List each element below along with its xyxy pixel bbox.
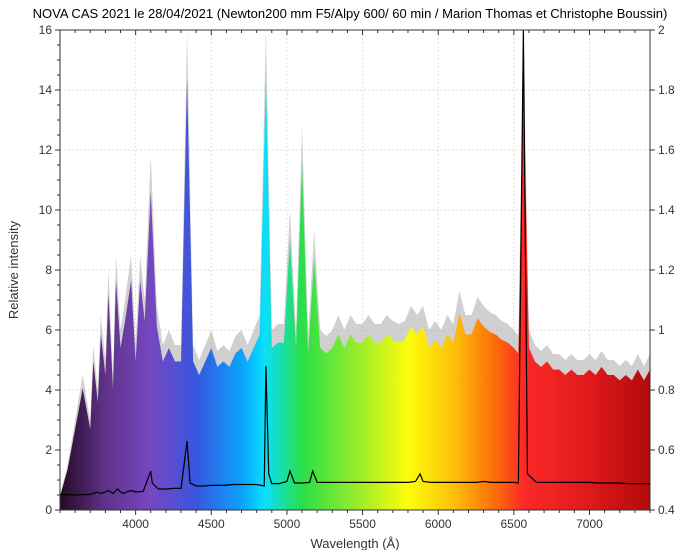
y-right-tick-label: 0.6 [658,443,675,457]
y-right-tick-label: 1 [658,323,665,337]
y-right-tick-label: 0.4 [658,503,675,517]
y-left-tick-label: 12 [39,143,53,157]
y-left-tick-label: 4 [45,383,52,397]
y-left-tick-label: 14 [39,83,53,97]
y-left-tick-label: 2 [45,443,52,457]
x-tick-label: 6500 [500,517,527,531]
x-tick-label: 4500 [198,517,225,531]
y-right-tick-label: 1.4 [658,203,675,217]
x-tick-label: 5500 [349,517,376,531]
y-right-tick-label: 0.8 [658,383,675,397]
y-left-tick-label: 16 [39,23,53,37]
x-tick-label: 7000 [576,517,603,531]
y-right-tick-label: 1.2 [658,263,675,277]
y-left-tick-label: 0 [45,503,52,517]
x-axis-label: Wavelength (Å) [310,536,399,550]
y-left-tick-label: 6 [45,323,52,337]
x-tick-label: 5000 [274,517,301,531]
x-tick-label: 4000 [122,517,149,531]
y-right-tick-label: 2 [658,23,665,37]
chart-title: NOVA CAS 2021 le 28/04/2021 (Newton200 m… [33,6,668,21]
y-left-tick-label: 8 [45,263,52,277]
y-right-tick-label: 1.8 [658,83,675,97]
rainbow-fill [60,78,650,510]
chart-svg: NOVA CAS 2021 le 28/04/2021 (Newton200 m… [0,0,700,550]
y-axis-label: Relative intensity [6,220,21,319]
spectrum-chart: NOVA CAS 2021 le 28/04/2021 (Newton200 m… [0,0,700,550]
y-left-tick-label: 10 [39,203,53,217]
x-tick-label: 6000 [425,517,452,531]
y-right-tick-label: 1.6 [658,143,675,157]
